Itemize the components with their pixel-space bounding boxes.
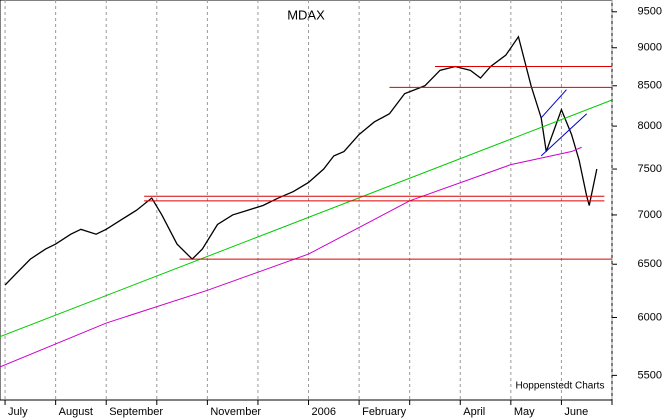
series-line bbox=[540, 89, 567, 119]
y-tick-label: 8500 bbox=[638, 80, 662, 92]
y-tick-label: 6000 bbox=[638, 311, 662, 323]
chart-title: MDAX bbox=[287, 7, 325, 22]
x-tick-label: February bbox=[362, 406, 407, 418]
series-line bbox=[0, 99, 613, 338]
x-tick-label: September bbox=[109, 406, 163, 418]
y-tick-label: 9000 bbox=[638, 42, 662, 54]
x-tick-label: July bbox=[8, 406, 28, 418]
y-tick-label: 5500 bbox=[638, 369, 662, 381]
x-tick-label: June bbox=[564, 406, 588, 418]
y-tick-label: 7000 bbox=[638, 209, 662, 221]
series-line bbox=[540, 113, 588, 157]
x-tick-label: November bbox=[210, 406, 261, 418]
x-tick-label: August bbox=[59, 406, 93, 418]
annotation: Hoppenstedt Charts bbox=[516, 381, 605, 392]
x-tick-label: 2006 bbox=[312, 406, 336, 418]
plot-frame bbox=[0, 0, 613, 401]
y-tick-label: 7500 bbox=[638, 163, 662, 175]
y-tick-label: 8000 bbox=[638, 120, 662, 132]
x-tick-label: May bbox=[514, 406, 535, 418]
series-line bbox=[0, 146, 582, 368]
y-tick-label: 9500 bbox=[638, 6, 662, 18]
x-tick-label: April bbox=[463, 406, 485, 418]
y-tick-label: 6500 bbox=[638, 258, 662, 270]
series-line bbox=[4, 35, 598, 286]
